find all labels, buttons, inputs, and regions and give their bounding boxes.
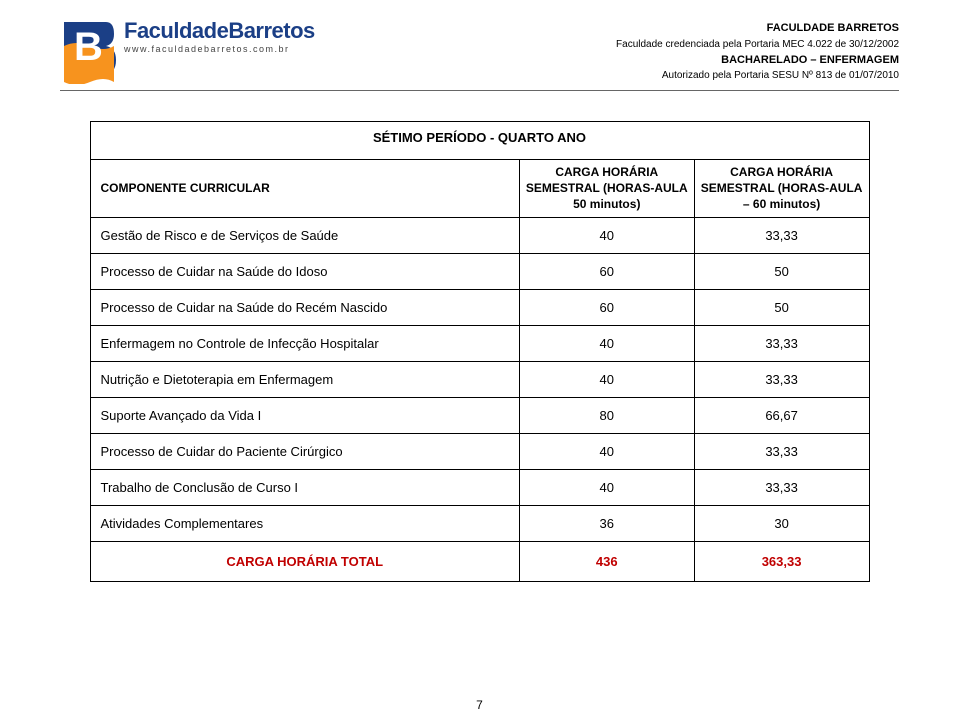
table-title-row: SÉTIMO PERÍODO - QUARTO ANO [90,122,869,160]
row-hours-60: 30 [694,505,869,541]
table-row: Trabalho de Conclusão de Curso I4033,33 [90,469,869,505]
row-hours-50: 60 [519,253,694,289]
page-header: B FaculdadeBarretos www.faculdadebarreto… [60,20,899,91]
row-label: Trabalho de Conclusão de Curso I [90,469,519,505]
header-line-course: BACHARELADO – ENFERMAGEM [616,52,899,69]
logo-title: FaculdadeBarretos [124,20,315,42]
row-hours-50: 40 [519,325,694,361]
col-header-hours-60: CARGA HORÁRIA SEMESTRAL (HORAS-AULA – 60… [694,160,869,218]
header-line-institution: FACULDADE BARRETOS [616,20,899,37]
table-column-header-row: COMPONENTE CURRICULAR CARGA HORÁRIA SEME… [90,160,869,218]
logo-word-barretos: Barretos [228,18,314,43]
table-title: SÉTIMO PERÍODO - QUARTO ANO [90,122,869,160]
row-hours-60: 50 [694,253,869,289]
curriculum-table: SÉTIMO PERÍODO - QUARTO ANO COMPONENTE C… [90,121,870,582]
table-row: Processo de Cuidar na Saúde do Recém Nas… [90,289,869,325]
row-label: Gestão de Risco e de Serviços de Saúde [90,217,519,253]
row-hours-60: 33,33 [694,217,869,253]
row-label: Processo de Cuidar do Paciente Cirúrgico [90,433,519,469]
table-row: Atividades Complementares3630 [90,505,869,541]
total-label: CARGA HORÁRIA TOTAL [90,541,519,581]
row-label: Atividades Complementares [90,505,519,541]
row-hours-50: 40 [519,361,694,397]
table-row: Enfermagem no Controle de Infecção Hospi… [90,325,869,361]
row-label: Suporte Avançado da Vida I [90,397,519,433]
logo-url: www.faculdadebarretos.com.br [124,44,315,54]
row-hours-50: 80 [519,397,694,433]
total-hours-50: 436 [519,541,694,581]
logo-block: B FaculdadeBarretos www.faculdadebarreto… [60,20,315,84]
svg-text:B: B [74,25,103,69]
table-total-row: CARGA HORÁRIA TOTAL 436 363,33 [90,541,869,581]
table-row: Gestão de Risco e de Serviços de Saúde40… [90,217,869,253]
logo-text: FaculdadeBarretos www.faculdadebarretos.… [124,20,315,54]
row-hours-60: 66,67 [694,397,869,433]
row-hours-60: 33,33 [694,325,869,361]
row-hours-50: 40 [519,433,694,469]
logo-mark-icon: B [60,20,118,84]
row-hours-50: 60 [519,289,694,325]
total-hours-60: 363,33 [694,541,869,581]
table-row: Nutrição e Dietoterapia em Enfermagem403… [90,361,869,397]
row-label: Nutrição e Dietoterapia em Enfermagem [90,361,519,397]
row-hours-60: 33,33 [694,361,869,397]
row-label: Processo de Cuidar na Saúde do Recém Nas… [90,289,519,325]
col-header-hours-50: CARGA HORÁRIA SEMESTRAL (HORAS-AULA 50 m… [519,160,694,218]
row-hours-60: 50 [694,289,869,325]
table-row: Processo de Cuidar na Saúde do Idoso6050 [90,253,869,289]
table-row: Suporte Avançado da Vida I8066,67 [90,397,869,433]
row-hours-50: 40 [519,217,694,253]
row-hours-60: 33,33 [694,469,869,505]
header-line-accreditation: Faculdade credenciada pela Portaria MEC … [616,37,899,52]
row-label: Processo de Cuidar na Saúde do Idoso [90,253,519,289]
logo-word-faculdade: Faculdade [124,18,228,43]
page-number: 7 [476,698,483,712]
header-line-authorization: Autorizado pela Portaria SESU Nº 813 de … [616,68,899,83]
row-hours-50: 40 [519,469,694,505]
row-label: Enfermagem no Controle de Infecção Hospi… [90,325,519,361]
row-hours-50: 36 [519,505,694,541]
header-right: FACULDADE BARRETOS Faculdade credenciada… [616,20,899,83]
row-hours-60: 33,33 [694,433,869,469]
col-header-component: COMPONENTE CURRICULAR [90,160,519,218]
table-row: Processo de Cuidar do Paciente Cirúrgico… [90,433,869,469]
